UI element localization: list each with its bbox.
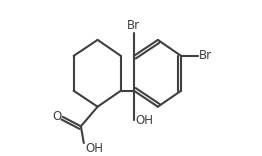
Text: OH: OH: [85, 141, 103, 155]
Text: O: O: [52, 110, 61, 123]
Text: OH: OH: [135, 114, 153, 127]
Text: Br: Br: [199, 49, 212, 62]
Text: Br: Br: [127, 19, 140, 32]
